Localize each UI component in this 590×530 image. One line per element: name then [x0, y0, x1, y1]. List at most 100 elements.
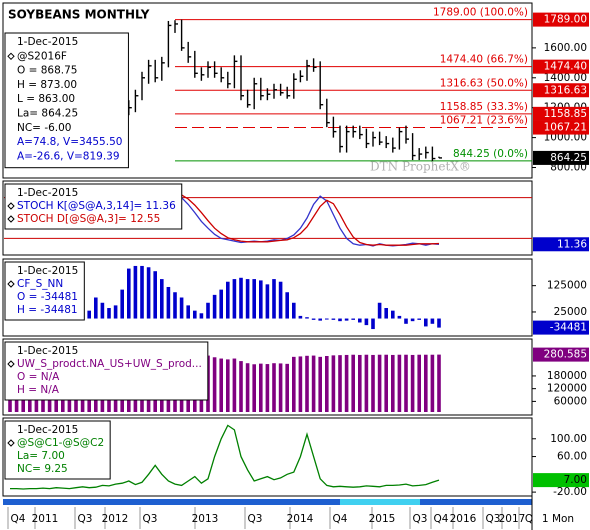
y-tick-label: 180000: [547, 370, 587, 382]
bar: [292, 302, 296, 319]
bar: [278, 363, 283, 412]
bar: [384, 354, 388, 412]
bar: [265, 284, 270, 319]
bar: [298, 315, 303, 319]
y-tick-label: 25000: [554, 306, 587, 318]
bar: [351, 318, 355, 320]
level-axis-box: [533, 120, 589, 135]
bar: [384, 308, 388, 319]
watermark: DTN ProphetX®: [370, 160, 471, 174]
bar: [265, 364, 270, 412]
bar: [212, 294, 217, 319]
legend-text: 1-Dec-2015: [17, 187, 78, 199]
bar: [404, 318, 408, 324]
last-value-box: [533, 347, 589, 362]
last-value-box: [533, 320, 589, 335]
bar: [325, 318, 329, 320]
legend-text: 1-Dec-2015: [17, 36, 78, 48]
bar: [404, 354, 408, 412]
level-label: 1158.85 (33.3%): [440, 101, 528, 113]
bar: [305, 317, 309, 319]
time-label: 2015: [369, 513, 396, 525]
bar: [219, 289, 223, 319]
level-axis-label: 1067.21: [544, 122, 587, 134]
legend-marker: [7, 360, 15, 368]
legend-box: [4, 420, 111, 480]
bar: [272, 279, 276, 319]
interval-label: 1 Mon: [542, 513, 574, 525]
time-label: 2012: [102, 513, 129, 525]
legend-text: La= 864.25: [17, 108, 78, 120]
bar: [193, 310, 197, 319]
bar: [245, 363, 250, 412]
time-label: Q3: [143, 513, 158, 525]
level-axis-box: [533, 59, 589, 74]
bar: [371, 354, 375, 412]
bar: [358, 354, 362, 412]
legend-box: [4, 183, 183, 230]
legend-box: [4, 341, 209, 401]
bar: [226, 281, 230, 319]
bar: [364, 318, 369, 326]
time-label: 2014: [287, 513, 314, 525]
legend-text: @S2016F: [17, 50, 67, 62]
bar: [133, 265, 138, 319]
bar: [226, 359, 230, 412]
bar: [344, 354, 349, 412]
time-label: 2017: [499, 513, 526, 525]
bar: [338, 318, 342, 322]
level-label: 844.25 (0.0%): [453, 148, 528, 160]
bar: [424, 318, 428, 327]
legend-box: [4, 32, 129, 169]
bar: [173, 292, 177, 319]
bar: [311, 318, 316, 320]
bar: [437, 354, 441, 412]
bar: [331, 355, 336, 412]
last-value-label: -34481: [550, 322, 587, 334]
y-tick-label: 60000: [554, 395, 587, 407]
bar: [417, 354, 421, 412]
bar: [199, 313, 204, 319]
last-value-label: 7.00: [564, 474, 587, 486]
time-strip-highlight: [340, 499, 420, 505]
bar: [325, 356, 329, 412]
bar: [232, 358, 237, 412]
y-tick-label: 125000: [547, 280, 587, 292]
chart-title: SOYBEANS MONTHLY: [8, 8, 150, 22]
bar: [364, 354, 369, 412]
bar: [146, 267, 151, 319]
bar: [107, 308, 111, 319]
bar: [397, 315, 402, 319]
legend-text: 1-Dec-2015: [17, 424, 78, 436]
legend-text: H = 873.00: [17, 79, 77, 91]
bar: [377, 354, 382, 412]
bar: [298, 356, 303, 412]
time-label: Q3: [413, 513, 428, 525]
bar: [245, 279, 250, 319]
bar: [318, 318, 322, 321]
bar: [232, 279, 237, 319]
time-strip: [3, 499, 532, 505]
bar: [391, 354, 395, 412]
bar: [391, 310, 395, 319]
bar: [351, 354, 355, 412]
bar: [292, 356, 296, 412]
bar: [410, 354, 415, 412]
time-label: Q4: [434, 513, 449, 525]
legend-text: O = -34481: [17, 291, 78, 303]
legend-text: NC= -6.00: [17, 122, 72, 134]
bar: [94, 297, 98, 319]
last-value-label: 11.36: [557, 238, 587, 250]
bar: [318, 356, 322, 412]
bar: [377, 302, 382, 319]
legend-text: UW_S_prodct.NA_US+UW_S_prod...: [17, 358, 202, 370]
bar: [113, 305, 118, 319]
bar: [430, 354, 435, 412]
legend-text: O = 868.75: [17, 65, 77, 77]
level-label: 1316.63 (50.0%): [440, 77, 528, 89]
legend-marker: [7, 52, 15, 61]
bar: [100, 302, 105, 319]
bar: [252, 279, 256, 319]
legend-text: L = 863.00: [17, 93, 75, 105]
time-label: Q3: [486, 513, 501, 525]
